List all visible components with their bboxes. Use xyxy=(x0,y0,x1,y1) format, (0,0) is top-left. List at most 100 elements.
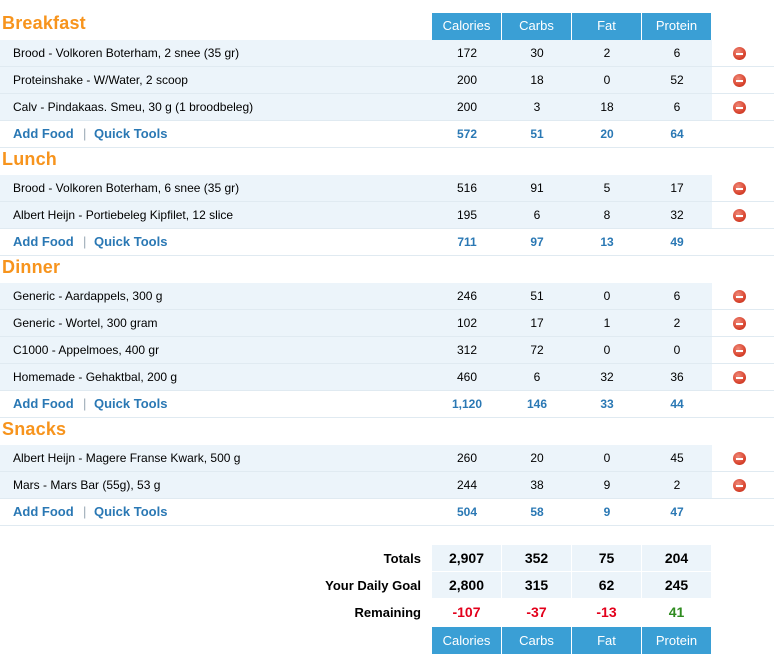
food-calories: 102 xyxy=(456,316,478,330)
meal-total-fat: 13 xyxy=(600,235,614,249)
remove-circle-icon[interactable] xyxy=(733,290,746,303)
food-name-link[interactable]: Brood - Volkoren Boterham, 2 snee (35 gr… xyxy=(13,46,240,60)
goal-label: Your Daily Goal xyxy=(325,578,421,593)
remove-circle-icon[interactable] xyxy=(733,371,746,384)
food-carbs: 91 xyxy=(530,181,544,195)
food-protein: 17 xyxy=(670,181,684,195)
food-protein: 36 xyxy=(670,370,684,384)
quick-tools-link[interactable]: Quick Tools xyxy=(94,234,168,249)
link-separator: | xyxy=(83,234,87,249)
meal-total-carbs: 58 xyxy=(530,505,544,519)
food-row: Proteinshake - W/Water, 2 scoop 200 18 0 52 xyxy=(0,67,774,94)
footer-column-header-fat: Fat xyxy=(572,627,641,654)
remove-circle-icon[interactable] xyxy=(733,452,746,465)
food-fat: 18 xyxy=(600,100,614,114)
totals-row: Totals 2,907 352 75 204 xyxy=(0,545,774,572)
totals-carbs: 352 xyxy=(502,545,571,571)
add-food-link[interactable]: Add Food xyxy=(13,234,74,249)
food-calories: 260 xyxy=(456,451,478,465)
food-fat: 9 xyxy=(603,478,611,492)
food-fat: 0 xyxy=(603,289,611,303)
quick-tools-link[interactable]: Quick Tools xyxy=(94,396,168,411)
food-carbs: 18 xyxy=(530,73,544,87)
footer-column-header-carbs: Carbs xyxy=(502,627,571,654)
remove-circle-icon[interactable] xyxy=(733,344,746,357)
meal-total-carbs: 97 xyxy=(530,235,544,249)
food-fat: 0 xyxy=(603,451,611,465)
food-protein: 6 xyxy=(673,289,681,303)
food-fat: 0 xyxy=(603,343,611,357)
food-calories: 246 xyxy=(456,289,478,303)
food-name-link[interactable]: Brood - Volkoren Boterham, 6 snee (35 gr… xyxy=(13,181,240,195)
footer-column-header-protein: Protein xyxy=(642,627,711,654)
remaining-fat: -13 xyxy=(572,599,641,625)
quick-tools-link[interactable]: Quick Tools xyxy=(94,126,168,141)
meal-title: Lunch xyxy=(2,149,57,169)
food-carbs: 20 xyxy=(530,451,544,465)
meal-total-fat: 33 xyxy=(600,397,614,411)
remaining-label: Remaining xyxy=(354,605,421,620)
food-row: Mars - Mars Bar (55g), 53 g 244 38 9 2 xyxy=(0,472,774,499)
totals-section: Totals 2,907 352 75 204 Your Daily Goal 2,800 3… xyxy=(0,545,774,654)
goal-protein: 245 xyxy=(642,572,711,598)
meal-total-protein: 44 xyxy=(670,397,684,411)
food-name-link[interactable]: Generic - Aardappels, 300 g xyxy=(13,289,163,303)
food-name-link[interactable]: Proteinshake - W/Water, 2 scoop xyxy=(13,73,188,87)
remove-circle-icon[interactable] xyxy=(733,101,746,114)
food-protein: 6 xyxy=(673,100,681,114)
meal-total-calories: 711 xyxy=(457,235,477,249)
food-calories: 195 xyxy=(456,208,478,222)
meal-total-carbs: 51 xyxy=(530,127,544,141)
remove-circle-icon[interactable] xyxy=(733,182,746,195)
food-name-link[interactable]: Albert Heijn - Portiebeleg Kipfilet, 12 … xyxy=(13,208,234,222)
food-protein: 6 xyxy=(673,46,681,60)
meal-summary-row: Add Food | Quick Tools 572 51 20 64 xyxy=(0,121,774,148)
food-protein: 0 xyxy=(673,343,681,357)
food-carbs: 30 xyxy=(530,46,544,60)
totals-protein: 204 xyxy=(642,545,711,571)
food-name-link[interactable]: Albert Heijn - Magere Franse Kwark, 500 … xyxy=(13,451,241,465)
meal-summary-row: Add Food | Quick Tools 504 58 9 47 xyxy=(0,499,774,526)
food-name-link[interactable]: Calv - Pindakaas. Smeu, 30 g (1 broodbel… xyxy=(13,100,254,114)
remove-circle-icon[interactable] xyxy=(733,47,746,60)
food-name-link[interactable]: Homemade - Gehaktbal, 200 g xyxy=(13,370,178,384)
add-food-link[interactable]: Add Food xyxy=(13,504,74,519)
food-calories: 516 xyxy=(456,181,478,195)
meal-header-snacks: Snacks xyxy=(0,418,774,445)
column-header-protein: Protein xyxy=(642,13,712,40)
food-row: Brood - Volkoren Boterham, 2 snee (35 gr… xyxy=(0,40,774,67)
food-carbs: 51 xyxy=(530,289,544,303)
totals-label: Totals xyxy=(383,551,421,566)
food-name-link[interactable]: Generic - Wortel, 300 gram xyxy=(13,316,158,330)
meal-title: Snacks xyxy=(2,419,67,439)
remaining-calories: -107 xyxy=(432,599,501,625)
add-food-link[interactable]: Add Food xyxy=(13,126,74,141)
food-fat: 32 xyxy=(600,370,614,384)
remove-circle-icon[interactable] xyxy=(733,479,746,492)
food-fat: 8 xyxy=(603,208,611,222)
food-fat: 2 xyxy=(603,46,611,60)
food-row: Generic - Wortel, 300 gram 102 17 1 2 xyxy=(0,310,774,337)
meal-total-fat: 20 xyxy=(600,127,614,141)
remove-circle-icon[interactable] xyxy=(733,317,746,330)
meal-total-protein: 64 xyxy=(670,127,684,141)
add-food-link[interactable]: Add Food xyxy=(13,396,74,411)
remaining-carbs: -37 xyxy=(502,599,571,625)
totals-calories: 2,907 xyxy=(432,545,501,571)
food-name-link[interactable]: C1000 - Appelmoes, 400 gr xyxy=(13,343,160,357)
food-carbs: 38 xyxy=(530,478,544,492)
quick-tools-link[interactable]: Quick Tools xyxy=(94,504,168,519)
remove-circle-icon[interactable] xyxy=(733,74,746,87)
food-name-link[interactable]: Mars - Mars Bar (55g), 53 g xyxy=(13,478,161,492)
link-separator: | xyxy=(83,126,87,141)
column-header-calories: Calories xyxy=(432,13,502,40)
food-row: Brood - Volkoren Boterham, 6 snee (35 gr… xyxy=(0,175,774,202)
footer-column-header-calories: Calories xyxy=(432,627,501,654)
meal-title: Breakfast xyxy=(2,13,86,33)
food-calories: 200 xyxy=(456,100,478,114)
food-protein: 2 xyxy=(673,316,681,330)
food-carbs: 6 xyxy=(533,370,541,384)
food-carbs: 17 xyxy=(530,316,544,330)
food-row: Homemade - Gehaktbal, 200 g 460 6 32 36 xyxy=(0,364,774,391)
remove-circle-icon[interactable] xyxy=(733,209,746,222)
